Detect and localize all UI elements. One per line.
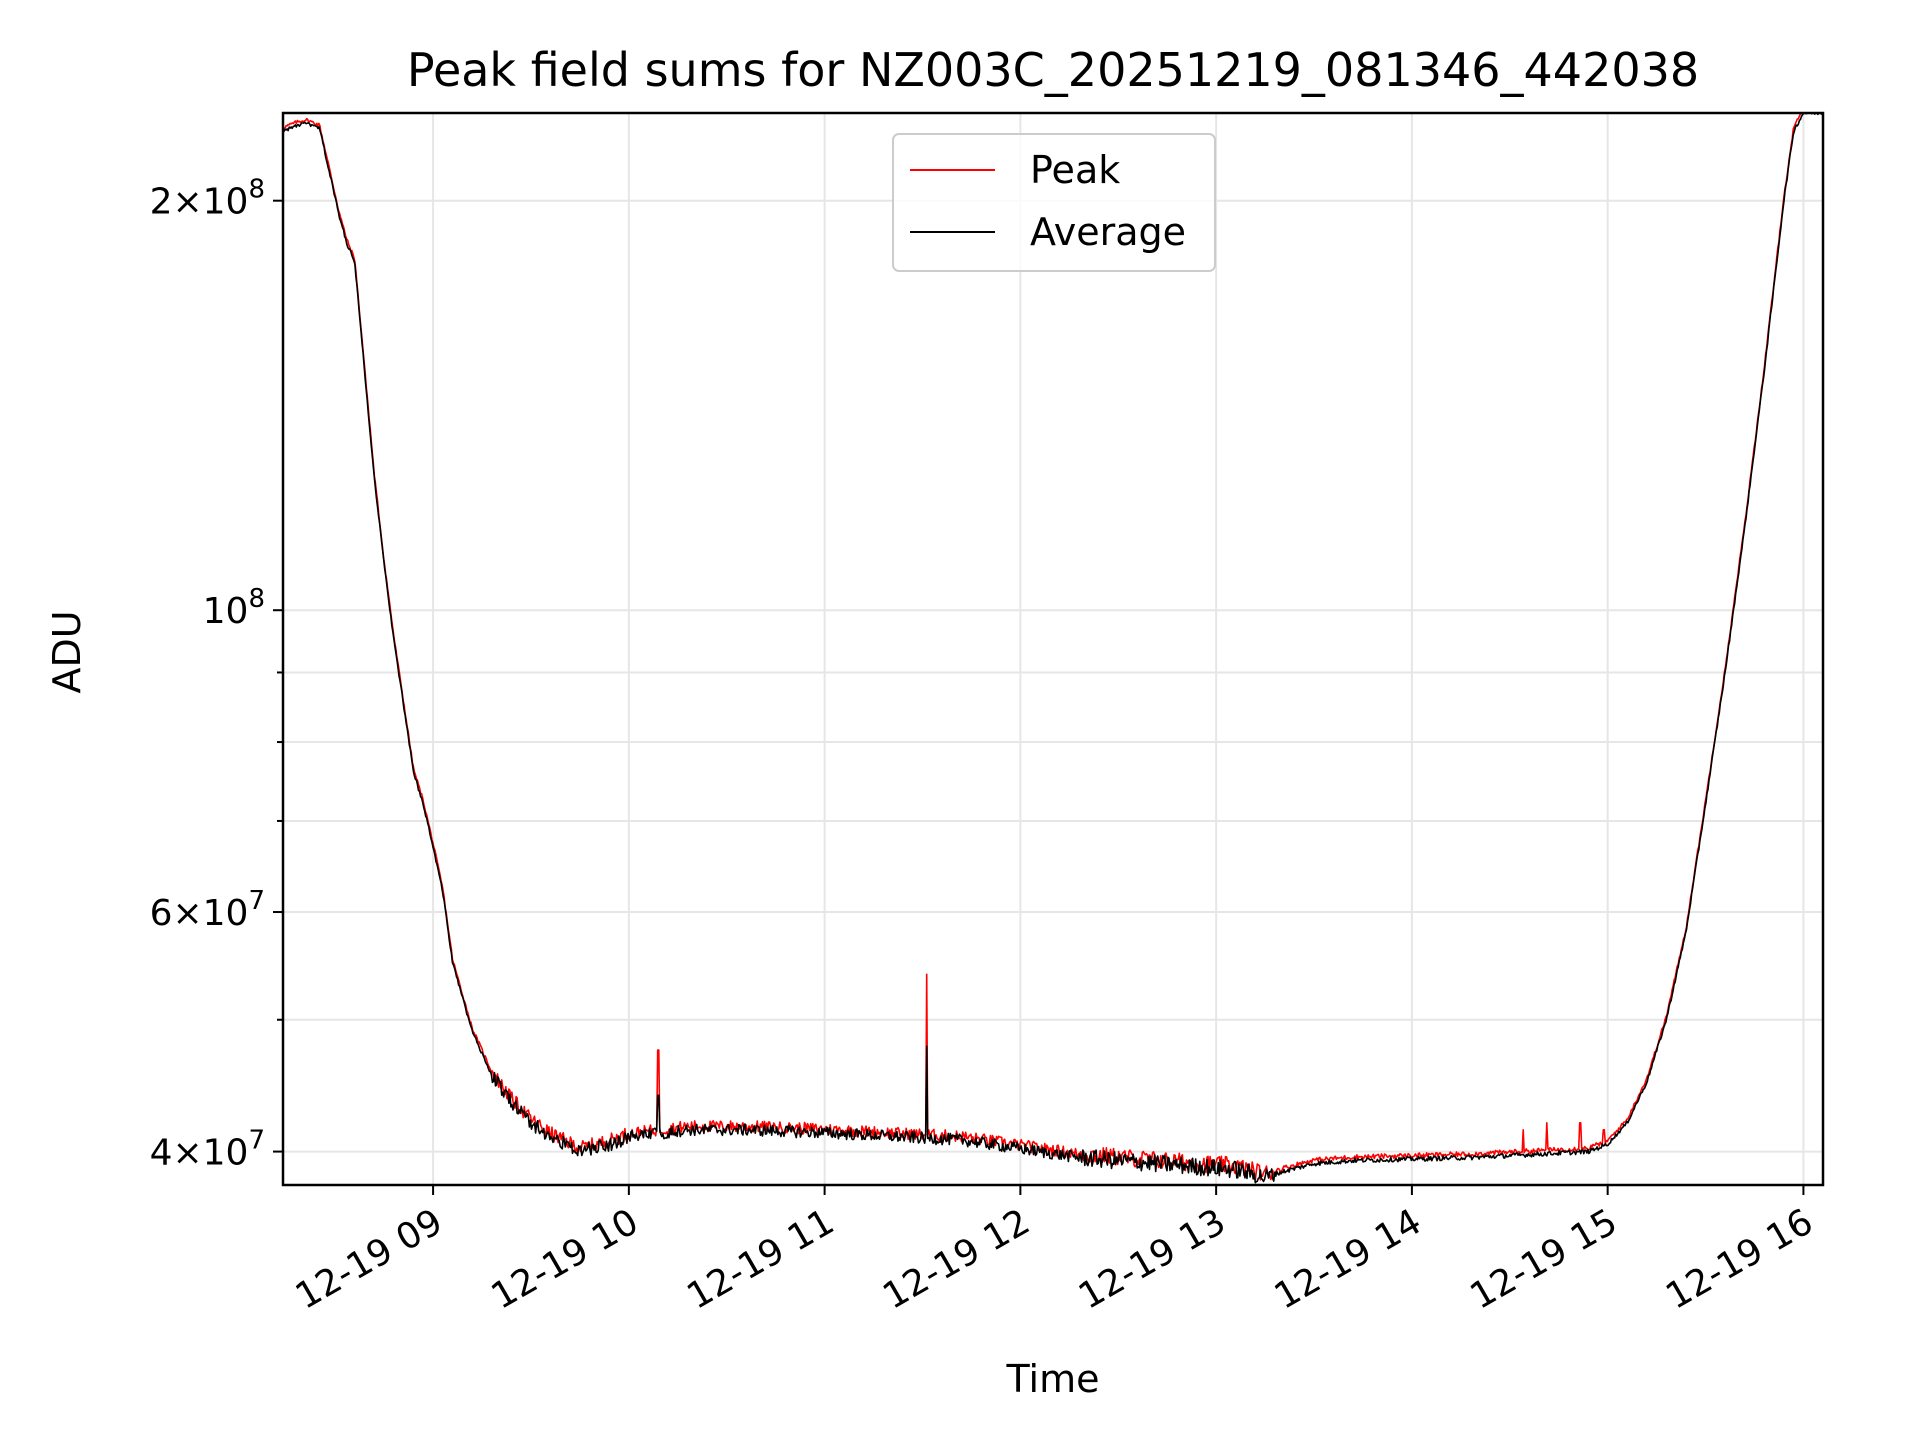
y-axis-label: ADU bbox=[45, 610, 89, 693]
average-series-line bbox=[282, 112, 1824, 1184]
chart-title: Peak field sums for NZ003C_20251219_0813… bbox=[407, 43, 1699, 97]
grid bbox=[283, 113, 1823, 1185]
y-tick-label: 4×107 bbox=[150, 1126, 265, 1174]
y-tick-mantissa: 4 bbox=[150, 1133, 173, 1174]
y-tick-exponent: 7 bbox=[248, 1126, 265, 1156]
plot-frame bbox=[281, 111, 1825, 1187]
legend: Peak Average bbox=[892, 133, 1216, 272]
y-tick-times: ×10 bbox=[172, 182, 248, 223]
y-tick-exponent: 8 bbox=[248, 175, 265, 205]
y-tick-times: ×10 bbox=[172, 893, 248, 934]
plot-lines bbox=[282, 112, 1824, 1184]
legend-average-label: Average bbox=[1030, 210, 1186, 254]
y-tick-base: 10 bbox=[203, 591, 249, 632]
y-tick-label: 2×108 bbox=[150, 175, 265, 223]
y-tick-times: ×10 bbox=[172, 1133, 248, 1174]
legend-box bbox=[892, 133, 1216, 272]
y-tick-exponent: 7 bbox=[248, 886, 265, 916]
y-tick-label-text: 6×107 bbox=[150, 886, 265, 934]
legend-peak-label: Peak bbox=[1030, 148, 1120, 192]
x-axis-label: Time bbox=[1006, 1357, 1100, 1401]
y-tick-mantissa: 2 bbox=[150, 182, 173, 223]
y-tick-exponent: 8 bbox=[248, 584, 265, 614]
y-tick-label: 108 bbox=[203, 584, 265, 632]
y-tick-label-text: 108 bbox=[203, 584, 265, 632]
y-tick-label-text: 2×108 bbox=[150, 175, 265, 223]
y-tick-label: 6×107 bbox=[150, 886, 265, 934]
y-tick-mantissa: 6 bbox=[150, 893, 173, 934]
y-tick-label-text: 4×107 bbox=[150, 1126, 265, 1174]
